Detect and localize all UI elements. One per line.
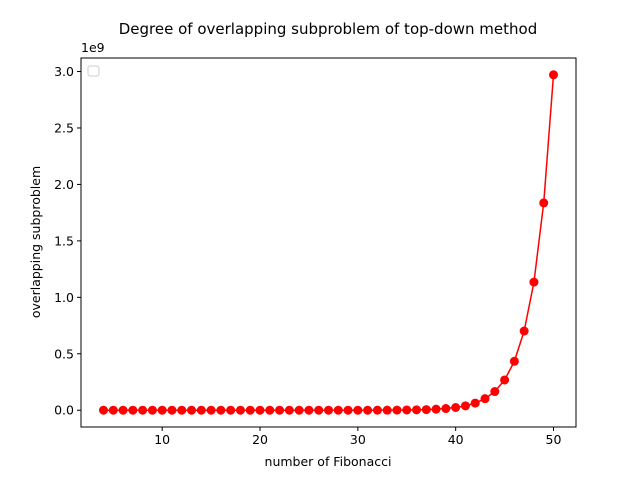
data-point	[304, 405, 314, 415]
data-point	[314, 405, 324, 415]
chart-title: Degree of overlapping subproblem of top-…	[119, 20, 537, 38]
data-point	[177, 405, 187, 415]
data-point	[284, 405, 294, 415]
x-tick-label: 30	[350, 432, 366, 447]
data-point	[470, 398, 480, 408]
data-point	[500, 375, 510, 385]
data-point	[324, 405, 333, 415]
data-point	[529, 277, 539, 287]
data-point	[392, 405, 402, 415]
data-point	[353, 405, 363, 415]
x-tick-label: 10	[154, 432, 170, 447]
data-point	[216, 405, 226, 415]
data-point	[147, 405, 157, 415]
data-point	[245, 405, 255, 415]
data-point	[255, 405, 265, 415]
data-point	[363, 405, 373, 415]
data-point	[451, 402, 461, 412]
data-point	[372, 405, 382, 415]
data-point	[196, 405, 206, 415]
y-tick-label: 0.5	[54, 346, 74, 361]
data-point	[509, 356, 519, 366]
data-point	[333, 405, 343, 415]
data-point	[343, 405, 353, 415]
data-point	[187, 405, 197, 415]
data-point	[421, 405, 431, 415]
x-axis-label: number of Fibonacci	[265, 454, 392, 469]
data-point	[412, 405, 422, 415]
data-point	[480, 394, 490, 404]
data-point	[235, 405, 245, 415]
data-point	[294, 405, 304, 415]
series-line	[103, 74, 555, 411]
data-point	[157, 405, 167, 415]
data-point	[402, 405, 412, 415]
data-point	[118, 405, 128, 415]
y-tick-label: 1.5	[54, 233, 74, 248]
data-point	[519, 326, 529, 336]
x-tick-label: 40	[448, 432, 464, 447]
data-point	[265, 405, 275, 415]
data-point	[382, 405, 392, 415]
data-point	[128, 405, 138, 415]
data-point	[490, 387, 500, 397]
data-point	[99, 405, 108, 415]
data-point	[460, 401, 470, 411]
y-offset-label: 1e9	[81, 40, 105, 55]
y-axis-label: overlapping subproblem	[28, 166, 43, 318]
x-tick-label: 20	[252, 432, 268, 447]
plot-frame	[80, 57, 577, 428]
data-point	[441, 404, 451, 414]
data-point	[138, 405, 148, 415]
data-point	[226, 405, 236, 415]
data-point	[206, 405, 216, 415]
data-point	[275, 405, 285, 415]
y-tick-label: 2.5	[54, 120, 74, 135]
y-tick-label: 1.0	[54, 290, 74, 305]
data-point	[108, 405, 118, 415]
y-tick-label: 0.0	[54, 403, 74, 418]
data-point	[167, 405, 177, 415]
x-tick-label: 50	[546, 432, 562, 447]
data-point	[549, 70, 558, 80]
data-point	[431, 404, 441, 414]
y-tick-label: 3.0	[54, 64, 74, 79]
data-point	[539, 198, 549, 208]
legend-box	[87, 65, 100, 77]
y-tick-label: 2.0	[54, 177, 74, 192]
